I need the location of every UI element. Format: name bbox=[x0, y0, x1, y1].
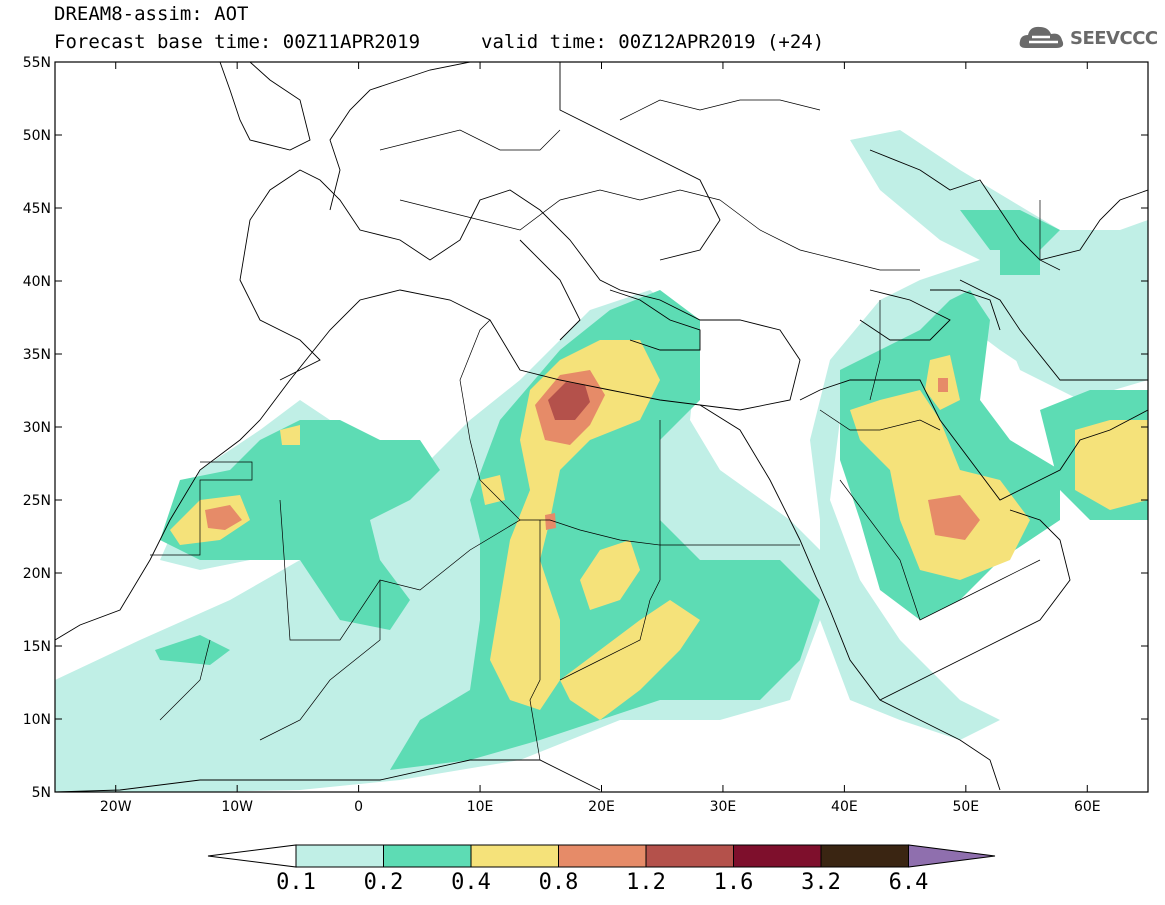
borders bbox=[150, 99, 1061, 761]
lat-tick-label: 50N bbox=[23, 128, 51, 144]
colorbar-cell bbox=[470, 844, 559, 868]
coastlines bbox=[55, 62, 1148, 792]
lon-tick-label: 10E bbox=[467, 799, 494, 815]
aot-level-1.2 bbox=[548, 382, 590, 420]
seevccc-logo: SEEVCCC bbox=[1018, 22, 1158, 58]
lat-tick-label: 40N bbox=[23, 274, 51, 290]
colorbar-arrow-low bbox=[207, 844, 297, 868]
valid-time: valid time: 00Z12APR2019 (+24) bbox=[481, 31, 825, 53]
latitude-axis: 55N 50N 45N 40N 35N 30N 25N 20N 15N 10N 5N bbox=[23, 55, 1148, 801]
colorbar-cell bbox=[383, 844, 472, 868]
colorbar-level-label: 0.4 bbox=[451, 870, 491, 895]
lat-tick-label: 10N bbox=[23, 712, 51, 728]
colorbar-level-label: 0.1 bbox=[276, 870, 316, 895]
lon-tick-label: 50E bbox=[952, 799, 979, 815]
logo-text: SEEVCCC bbox=[1070, 28, 1158, 49]
forecast-base-time: Forecast base time: 00Z11APR2019 bbox=[54, 31, 421, 53]
colorbar-cell bbox=[295, 844, 384, 868]
lat-tick-label: 55N bbox=[23, 55, 51, 71]
lon-tick-label: 60E bbox=[1074, 799, 1101, 815]
lon-tick-label: 20E bbox=[588, 799, 615, 815]
lon-tick-label: 40E bbox=[831, 799, 858, 815]
lon-tick-label: 0 bbox=[354, 799, 363, 815]
lat-tick-label: 25N bbox=[23, 493, 51, 509]
lat-tick-label: 20N bbox=[23, 566, 51, 582]
map-title: DREAM8-assim: AOT bbox=[54, 3, 249, 25]
colorbar-cell bbox=[558, 844, 647, 868]
colorbar-cell bbox=[733, 844, 822, 868]
lat-tick-label: 30N bbox=[23, 420, 51, 436]
aot-level-0.4 bbox=[170, 340, 1148, 720]
lat-tick-label: 45N bbox=[23, 201, 51, 217]
aot-contours bbox=[55, 62, 1148, 792]
colorbar-level-label: 6.4 bbox=[888, 870, 929, 895]
colorbar-level-label: 0.8 bbox=[538, 870, 579, 895]
colorbar-arrow-high bbox=[908, 844, 996, 868]
lat-tick-label: 5N bbox=[32, 785, 51, 801]
lon-tick-label: 10W bbox=[221, 799, 253, 815]
lon-tick-label: 30E bbox=[710, 799, 737, 815]
colorbar-level-label: 0.2 bbox=[363, 870, 404, 895]
lat-tick-label: 15N bbox=[23, 639, 51, 655]
colorbar-cell bbox=[645, 844, 734, 868]
colorbar-level-label: 1.6 bbox=[713, 870, 754, 895]
lat-tick-label: 35N bbox=[23, 347, 51, 363]
cloud-icon bbox=[1019, 26, 1064, 48]
longitude-axis: 20W 10W 0 10E 20E 30E 40E 50E 60E bbox=[100, 62, 1101, 815]
lon-tick-label: 20W bbox=[100, 799, 132, 815]
colorbar-cell bbox=[820, 844, 909, 868]
colorbar-level-label: 1.2 bbox=[626, 870, 666, 895]
colorbar-level-label: 3.2 bbox=[801, 870, 841, 895]
